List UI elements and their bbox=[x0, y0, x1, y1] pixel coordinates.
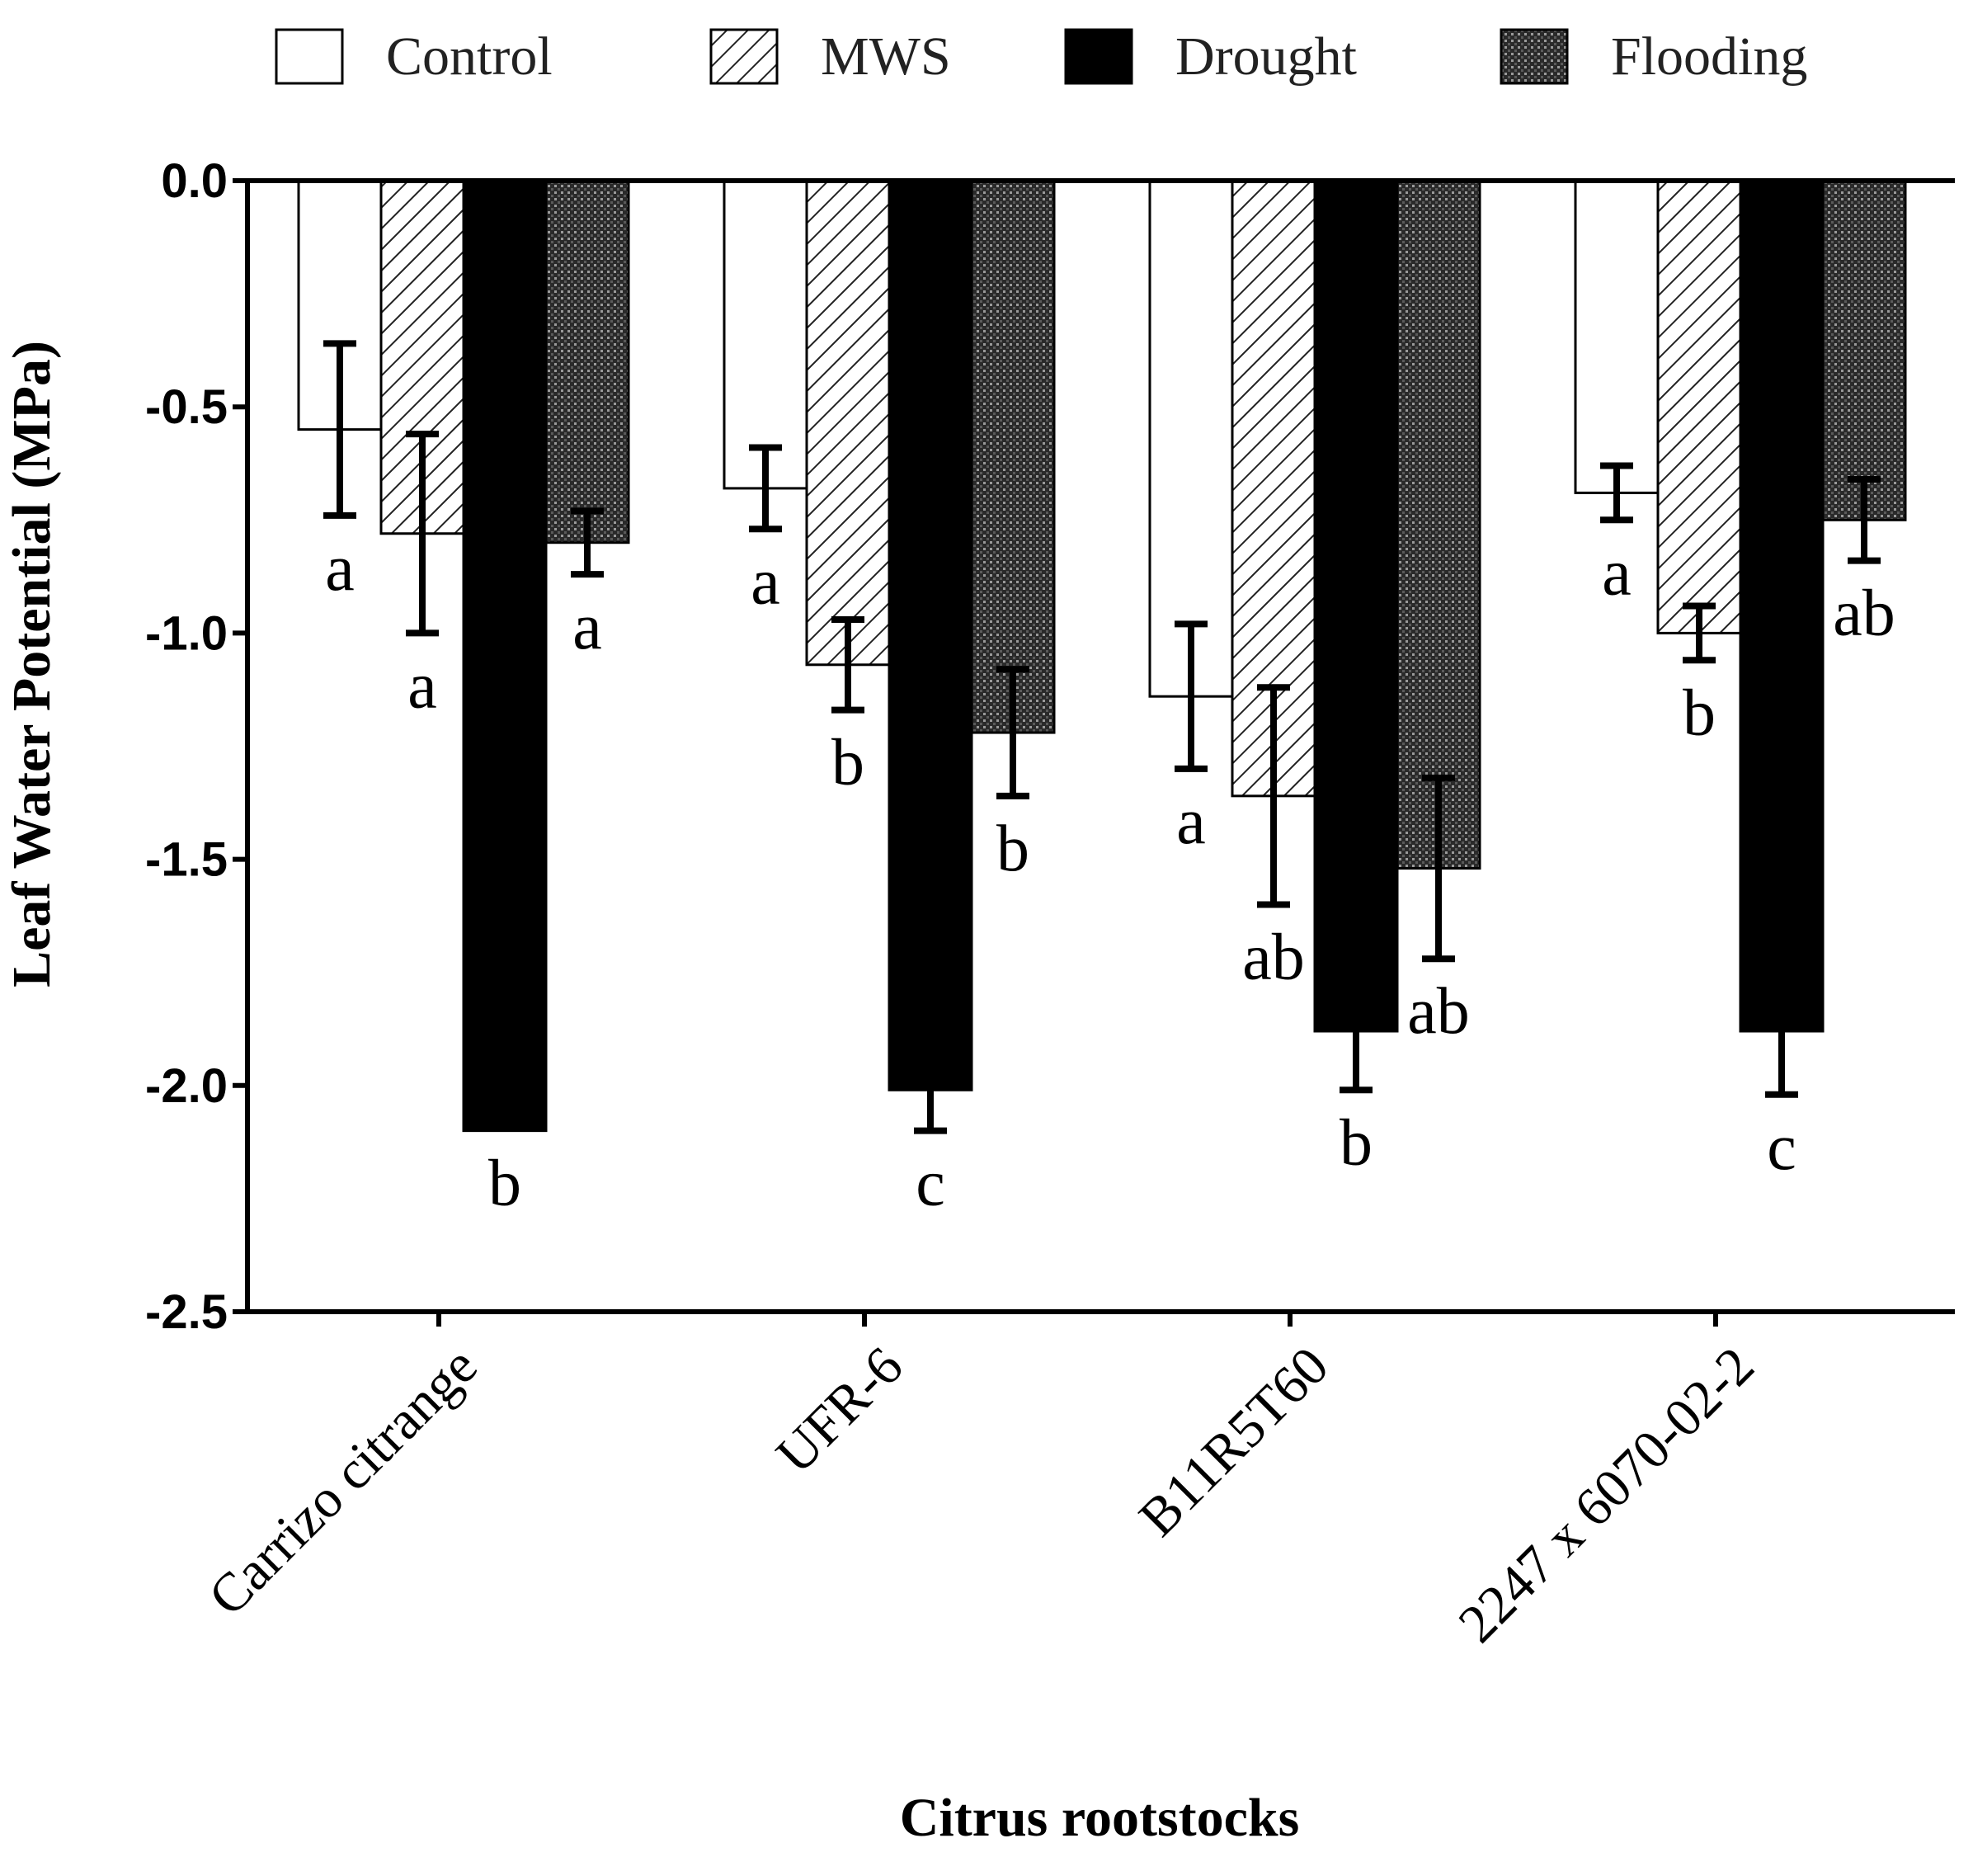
bar-control-3 bbox=[1574, 179, 1660, 494]
error-bar-flooding-3 bbox=[1848, 475, 1881, 564]
legend-item-flooding: Flooding bbox=[1500, 26, 1807, 87]
bar-flooding-0 bbox=[544, 179, 630, 544]
legend-item-drought: Drought bbox=[1064, 26, 1357, 87]
y-tick-label: -1.5 bbox=[145, 833, 228, 887]
legend-label: Control bbox=[386, 26, 553, 87]
sig-letter-drought-2: b bbox=[1340, 1106, 1373, 1179]
legend-item-control: Control bbox=[275, 26, 553, 87]
sig-letter-flooding-0: a bbox=[572, 591, 602, 663]
sig-letter-mws-1: b bbox=[831, 727, 864, 799]
bar-mws-1 bbox=[805, 179, 891, 667]
legend-label: Drought bbox=[1175, 26, 1357, 87]
error-bar-flooding-2 bbox=[1422, 774, 1455, 963]
sig-letter-mws-2: ab bbox=[1242, 921, 1305, 993]
y-axis-title: Leaf Water Potential (MPa) bbox=[2, 341, 62, 987]
error-bar-drought-2 bbox=[1340, 969, 1373, 1094]
error-bar-mws-2 bbox=[1257, 684, 1290, 908]
sig-letter-drought-0: b bbox=[488, 1148, 521, 1220]
bars bbox=[297, 179, 1907, 1133]
legend-swatch bbox=[709, 28, 779, 85]
legend-swatch bbox=[1500, 28, 1569, 85]
bar-mws-3 bbox=[1656, 179, 1742, 634]
y-tick-label: -1.0 bbox=[145, 606, 228, 660]
error-bar-mws-0 bbox=[406, 431, 439, 637]
sig-letter-control-1: a bbox=[751, 545, 780, 618]
sig-letter-flooding-3: ab bbox=[1833, 577, 1895, 650]
bar-flooding-2 bbox=[1396, 179, 1481, 870]
error-bar-flooding-1 bbox=[996, 666, 1029, 799]
sig-letter-mws-3: b bbox=[1683, 676, 1716, 749]
y-tick-label: -2.5 bbox=[145, 1285, 228, 1339]
sig-letter-mws-0: a bbox=[407, 649, 437, 722]
legend-label: Flooding bbox=[1611, 26, 1807, 87]
y-tick-label: -2.0 bbox=[145, 1059, 228, 1113]
y-tick-label: 0.0 bbox=[161, 154, 228, 208]
bar-drought-3 bbox=[1739, 179, 1825, 1033]
legend-item-mws: MWS bbox=[709, 26, 951, 87]
legend-swatch bbox=[1064, 28, 1133, 85]
error-bar-mws-3 bbox=[1683, 602, 1716, 664]
error-bar-control-1 bbox=[749, 444, 782, 533]
bar-flooding-1 bbox=[970, 179, 1056, 734]
x-tick-label: UFR-6 bbox=[765, 1336, 914, 1485]
error-bar-drought-1 bbox=[914, 1045, 947, 1134]
error-bar-control-2 bbox=[1175, 620, 1208, 772]
x-tick-label: B11R5T60 bbox=[1128, 1336, 1340, 1548]
error-bar-control-3 bbox=[1600, 462, 1633, 524]
legend-label: MWS bbox=[821, 26, 951, 87]
y-tick-label: -0.5 bbox=[145, 380, 228, 434]
sig-letter-control-3: a bbox=[1602, 536, 1632, 609]
legend: Control MWS Drought Flooding bbox=[275, 26, 1807, 87]
error-bar-mws-1 bbox=[831, 615, 864, 714]
sig-letter-drought-1: c bbox=[916, 1148, 945, 1220]
bar-drought-2 bbox=[1313, 179, 1399, 1033]
bar-drought-0 bbox=[462, 179, 548, 1133]
bar-flooding-3 bbox=[1821, 179, 1907, 521]
sig-letter-control-0: a bbox=[325, 532, 355, 605]
error-bar-flooding-0 bbox=[571, 507, 604, 578]
x-axis-title: Citrus rootstocks bbox=[900, 1788, 1300, 1848]
sig-letter-flooding-1: b bbox=[996, 813, 1029, 885]
sig-letter-flooding-2: ab bbox=[1407, 975, 1470, 1048]
bar-drought-1 bbox=[888, 179, 973, 1091]
x-tick-label: 2247 x 6070-02-2 bbox=[1448, 1336, 1766, 1654]
sig-letter-drought-3: c bbox=[1767, 1111, 1796, 1184]
error-bars bbox=[323, 340, 1881, 1134]
error-bar-control-0 bbox=[323, 340, 356, 519]
legend-swatch bbox=[275, 28, 344, 85]
sig-letter-control-2: a bbox=[1176, 785, 1206, 858]
bar-control-2 bbox=[1148, 179, 1234, 698]
error-bar-drought-3 bbox=[1765, 964, 1798, 1098]
x-tick-label: Carrizo citrange bbox=[197, 1336, 489, 1628]
bar-control-1 bbox=[723, 179, 808, 490]
